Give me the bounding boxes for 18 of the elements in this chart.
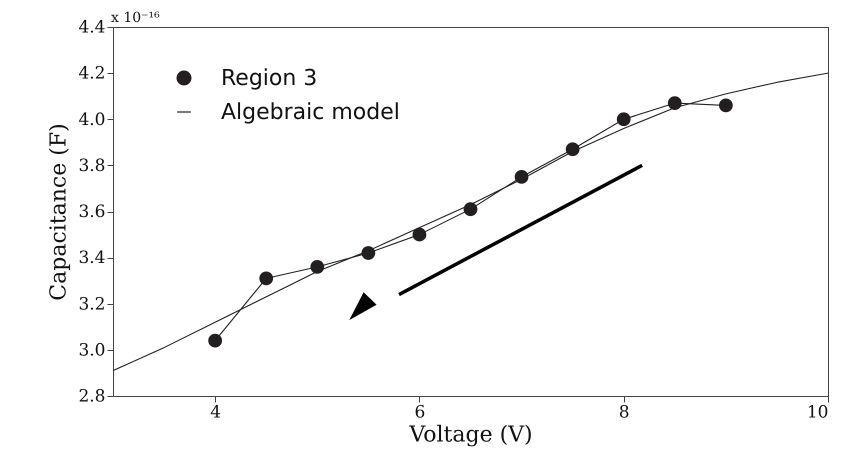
y-tick-label: 4.4 (78, 18, 106, 38)
legend-label: Algebraic model (221, 100, 400, 125)
y-tick-label: 3.0 (78, 340, 106, 360)
x-tick-label: 6 (414, 402, 426, 422)
x-tick-label: 10 (806, 402, 828, 422)
text: x 10⁻¹⁶ (111, 10, 160, 26)
legend-label: Region 3 (221, 66, 318, 91)
y-tick-label: 4.0 (78, 110, 106, 130)
x-tick-label: 4 (210, 402, 222, 422)
y-tick-label: 2.8 (78, 386, 106, 406)
x-axis-title: Voltage (V) (408, 422, 533, 448)
y-tick-label: 3.2 (78, 294, 106, 314)
x-tick-label: 8 (618, 402, 630, 422)
y-tick-label: 4.2 (78, 64, 106, 84)
y-axis-title: Capacitance (F) (46, 123, 72, 301)
y-tick-label: 3.4 (78, 248, 106, 268)
y-tick-label: 3.6 (78, 202, 106, 222)
y-tick-label: 3.8 (78, 156, 106, 176)
